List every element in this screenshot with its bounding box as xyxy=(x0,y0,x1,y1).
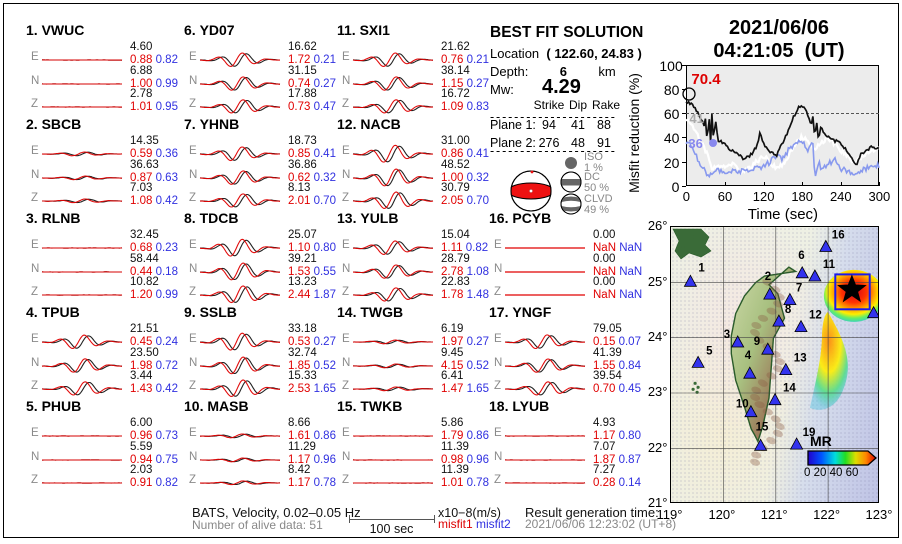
svg-text:16: 16 xyxy=(831,230,844,242)
svg-text:1: 1 xyxy=(698,263,705,275)
svg-text:3: 3 xyxy=(723,329,729,341)
svg-text:2: 2 xyxy=(764,271,770,283)
svg-text:13: 13 xyxy=(793,353,806,365)
svg-text:11: 11 xyxy=(822,259,835,271)
svg-text:15: 15 xyxy=(755,422,768,434)
svg-text:9: 9 xyxy=(753,337,759,349)
svg-text:5: 5 xyxy=(706,346,713,358)
svg-text:4: 4 xyxy=(744,351,751,363)
svg-text:10: 10 xyxy=(735,399,748,411)
svg-text:8: 8 xyxy=(784,304,791,316)
svg-text:6: 6 xyxy=(798,250,804,262)
svg-text:14: 14 xyxy=(783,383,796,395)
svg-text:7: 7 xyxy=(795,283,801,295)
svg-text:12: 12 xyxy=(809,310,822,322)
